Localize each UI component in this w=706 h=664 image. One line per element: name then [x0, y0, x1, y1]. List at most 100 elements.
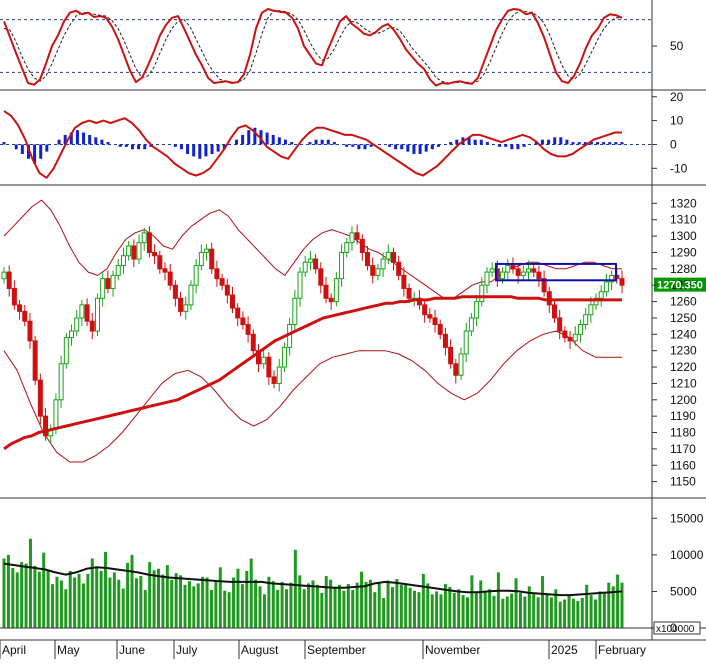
y-tick-label: -10 [670, 161, 688, 175]
candle-body [266, 356, 272, 378]
volume-unit-box [653, 621, 701, 635]
candle-body [53, 399, 59, 430]
candle-body [22, 310, 28, 322]
y-tick-label: 1160 [670, 458, 696, 472]
last-price-label: 1270.350 [657, 280, 703, 292]
candle-body [178, 297, 184, 312]
candle-body [422, 304, 428, 316]
candle-body [250, 333, 256, 352]
candle-body [271, 376, 277, 384]
candle-body [598, 291, 604, 299]
candle-body [479, 284, 485, 303]
y-tick-label: 1320 [670, 196, 697, 210]
candle-body [432, 317, 438, 325]
candle-body [609, 274, 615, 283]
candle-body [302, 261, 308, 273]
y-tick-label: 1280 [670, 262, 697, 276]
last-price-tag [654, 277, 706, 292]
volume-average-line [3, 562, 623, 597]
candle-body [510, 265, 516, 270]
y-tick-label: 1250 [670, 311, 697, 325]
x-tick-label: February [598, 643, 646, 657]
candle-body [276, 366, 282, 384]
candle-body [593, 297, 599, 306]
candle-body [551, 304, 557, 319]
bollinger-upper-band [3, 199, 622, 299]
candle-body [307, 258, 313, 263]
candle-body [224, 284, 230, 296]
candle-body [577, 323, 583, 335]
y-tick-label: 1190 [670, 409, 696, 423]
y-tick-label: 0 [670, 137, 677, 151]
candle-body [245, 323, 251, 335]
candle-body [349, 232, 355, 244]
x-tick-label: August [241, 643, 279, 657]
candle-body [89, 320, 95, 332]
candle-body [567, 337, 573, 342]
y-tick-label: 1260 [670, 295, 697, 309]
candle-body [235, 307, 241, 319]
candle-body [198, 251, 204, 267]
y-tick-label: 1230 [670, 344, 697, 358]
candle-body [37, 379, 43, 417]
candle-body [619, 278, 625, 286]
candle-body [500, 271, 506, 280]
candle-body [339, 251, 345, 280]
candle-body [328, 297, 334, 303]
candle-body [69, 330, 75, 339]
resistance-box [495, 262, 617, 282]
candle-body [172, 284, 178, 299]
candle-body [157, 255, 163, 270]
volume-unit-label: x100000 [656, 624, 695, 635]
candle-body [536, 271, 542, 280]
candle-body [240, 317, 246, 325]
candle-body [458, 353, 464, 376]
candle-body [219, 278, 225, 286]
y-tick-label: 10 [670, 114, 684, 128]
candle-body [572, 333, 578, 342]
candle-body [448, 346, 454, 365]
candle-body [406, 287, 412, 299]
candle-body [110, 274, 116, 289]
candle-body [162, 268, 168, 273]
candle-body [17, 304, 23, 312]
x-tick-label: April [2, 643, 26, 657]
x-tick-label: November [425, 643, 480, 657]
candle-body [437, 323, 443, 335]
candle-body [588, 304, 594, 316]
candle-body [188, 284, 194, 306]
candle-body [183, 304, 189, 312]
candle-body [583, 314, 589, 325]
candle-body [427, 314, 433, 319]
candle-body [468, 317, 474, 332]
candle-body [531, 268, 537, 273]
candle-body [562, 330, 568, 339]
candle-body [416, 297, 422, 306]
macd-line [3, 110, 622, 179]
candle-body [115, 265, 121, 276]
candle-body [58, 363, 64, 401]
y-tick-label: 0 [670, 621, 677, 635]
candle-body [333, 278, 339, 303]
candle-body [375, 268, 381, 276]
stoch-k-line [3, 8, 623, 87]
candle-body [463, 330, 469, 355]
candle-body [484, 271, 490, 286]
y-tick-label: 1240 [670, 327, 697, 341]
candle-body [354, 232, 360, 240]
candle-body [204, 248, 210, 253]
candle-body [74, 317, 80, 332]
candle-body [281, 346, 287, 368]
candle-body [442, 333, 448, 348]
candle-body [370, 265, 376, 276]
y-tick-label: 1300 [670, 229, 697, 243]
y-tick-label: 1180 [670, 426, 696, 440]
candle-body [344, 242, 350, 253]
candle-body [546, 291, 552, 306]
candle-body [390, 251, 396, 263]
x-tick-label: 2025 [551, 643, 578, 657]
candle-body [318, 268, 324, 286]
y-tick-label: 1210 [670, 376, 697, 390]
candle-body [43, 415, 49, 437]
